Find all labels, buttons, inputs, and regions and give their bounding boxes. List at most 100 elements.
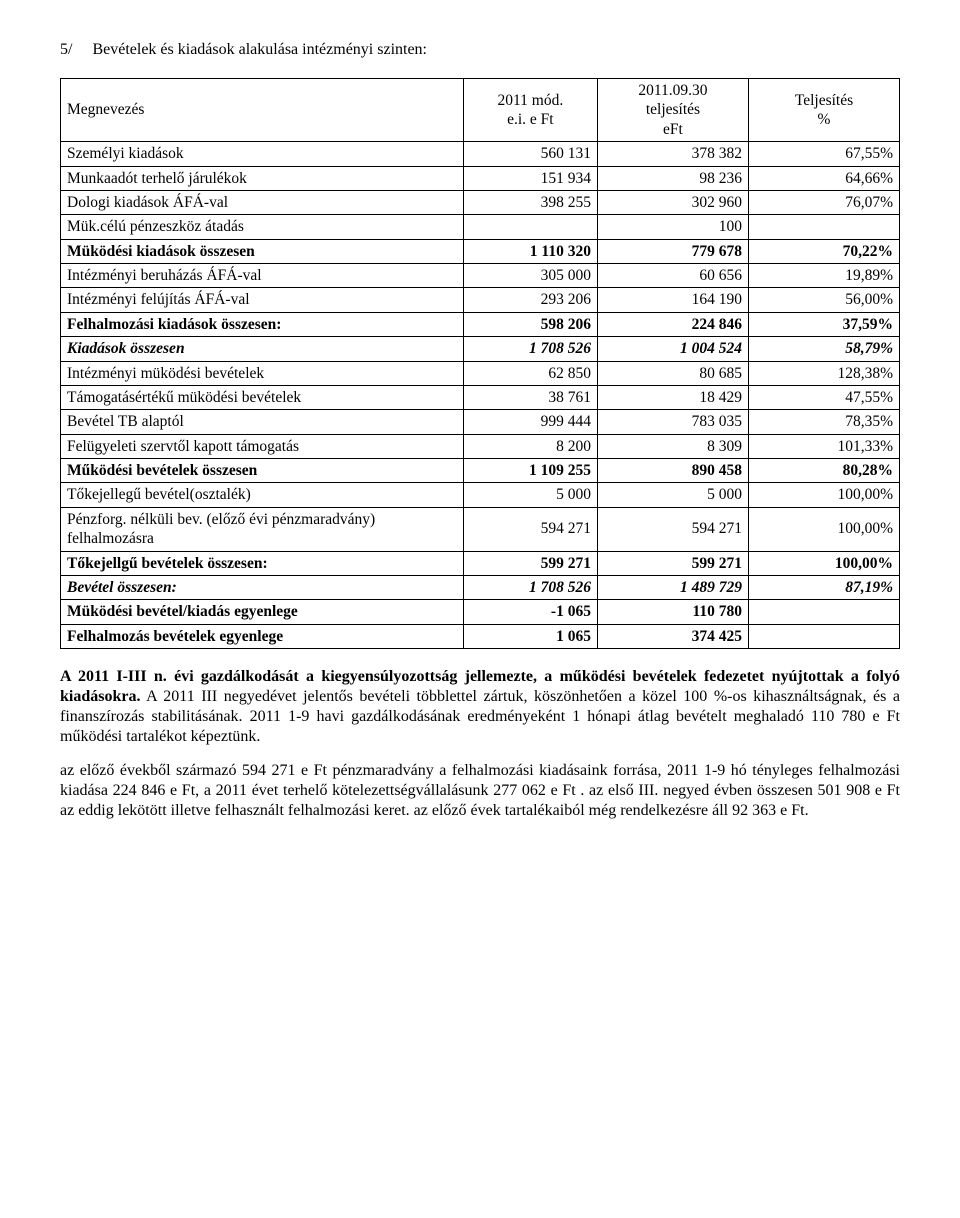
row-c3: 19,89% — [748, 264, 899, 288]
row-label: Felhalmozás bevételek egyenlege — [61, 624, 464, 648]
paragraph-2: az előző évekből származó 594 271 e Ft p… — [60, 761, 900, 821]
row-label: Felügyeleti szervtől kapott támogatás — [61, 434, 464, 458]
paragraph-1: A 2011 I-III n. évi gazdálkodását a kieg… — [60, 667, 900, 747]
row-c2: 374 425 — [597, 624, 748, 648]
row-c1: 594 271 — [463, 507, 597, 551]
row-label: Munkaadót terhelő járulékok — [61, 166, 464, 190]
row-label: Intézményi felújítás ÁFÁ-val — [61, 288, 464, 312]
row-label: Intézményi müködési bevételek — [61, 361, 464, 385]
row-c2: 779 678 — [597, 239, 748, 263]
row-c3: 78,35% — [748, 410, 899, 434]
table-row: Müködési bevétel/kiadás egyenlege-1 0651… — [61, 600, 900, 624]
row-c2: 8 309 — [597, 434, 748, 458]
header-col2: 2011.09.30 teljesítés eFt — [597, 79, 748, 142]
row-c1: 5 000 — [463, 483, 597, 507]
row-c3: 100,00% — [748, 551, 899, 575]
row-label: Bevétel összesen: — [61, 575, 464, 599]
row-c1: 1 708 526 — [463, 575, 597, 599]
table-row: Intézményi felújítás ÁFÁ-val293 206164 1… — [61, 288, 900, 312]
row-c1: 1 110 320 — [463, 239, 597, 263]
row-label: Felhalmozási kiadások összesen: — [61, 312, 464, 336]
table-row: Tőkejellgű bevételek összesen:599 271599… — [61, 551, 900, 575]
row-c3: 70,22% — [748, 239, 899, 263]
row-c2: 18 429 — [597, 385, 748, 409]
table-row: Mük.célú pénzeszköz átadás 100 — [61, 215, 900, 239]
row-c1: 599 271 — [463, 551, 597, 575]
row-c2: 890 458 — [597, 459, 748, 483]
row-c1: 598 206 — [463, 312, 597, 336]
section-title: 5/ Bevételek és kiadások alakulása intéz… — [60, 40, 900, 60]
table-row: Felhalmozási kiadások összesen:598 20622… — [61, 312, 900, 336]
row-c3 — [748, 624, 899, 648]
row-c1: 293 206 — [463, 288, 597, 312]
table-row: Tőkejellegű bevétel(osztalék)5 0005 0001… — [61, 483, 900, 507]
row-label: Mük.célú pénzeszköz átadás — [61, 215, 464, 239]
row-c1: 398 255 — [463, 190, 597, 214]
row-c2: 1 489 729 — [597, 575, 748, 599]
row-label: Bevétel TB alaptól — [61, 410, 464, 434]
row-c1: 305 000 — [463, 264, 597, 288]
table-row: Kiadások összesen1 708 5261 004 52458,79… — [61, 337, 900, 361]
row-c2: 164 190 — [597, 288, 748, 312]
row-label: Müködési kiadások összesen — [61, 239, 464, 263]
row-c3: 67,55% — [748, 142, 899, 166]
row-label: Tőkejellgű bevételek összesen: — [61, 551, 464, 575]
table-row: Intézményi müködési bevételek62 85080 68… — [61, 361, 900, 385]
row-label: Intézményi beruházás ÁFÁ-val — [61, 264, 464, 288]
row-c1: -1 065 — [463, 600, 597, 624]
row-c2: 5 000 — [597, 483, 748, 507]
row-c2: 98 236 — [597, 166, 748, 190]
table-row: Működési bevételek összesen1 109 255890 … — [61, 459, 900, 483]
table-row: Bevétel összesen:1 708 5261 489 72987,19… — [61, 575, 900, 599]
row-label: Müködési bevétel/kiadás egyenlege — [61, 600, 464, 624]
header-col1: 2011 mód. e.i. e Ft — [463, 79, 597, 142]
row-c3: 100,00% — [748, 483, 899, 507]
row-c3: 64,66% — [748, 166, 899, 190]
row-c3 — [748, 215, 899, 239]
table-row: Pénzforg. nélküli bev. (előző évi pénzma… — [61, 507, 900, 551]
row-c3: 80,28% — [748, 459, 899, 483]
row-c2: 599 271 — [597, 551, 748, 575]
row-c1: 1 065 — [463, 624, 597, 648]
row-c3: 37,59% — [748, 312, 899, 336]
table-row: Bevétel TB alaptól999 444783 03578,35% — [61, 410, 900, 434]
table-row: Támogatásértékű müködési bevételek38 761… — [61, 385, 900, 409]
table-row: Intézményi beruházás ÁFÁ-val305 00060 65… — [61, 264, 900, 288]
row-c1: 62 850 — [463, 361, 597, 385]
row-label: Támogatásértékű müködési bevételek — [61, 385, 464, 409]
financial-table: Megnevezés 2011 mód. e.i. e Ft 2011.09.3… — [60, 78, 900, 649]
paragraph-1-rest: A 2011 III negyedévet jelentős bevételi … — [60, 688, 900, 745]
row-c1: 1 109 255 — [463, 459, 597, 483]
row-c3: 58,79% — [748, 337, 899, 361]
row-c1 — [463, 215, 597, 239]
row-c2: 60 656 — [597, 264, 748, 288]
row-label: Tőkejellegű bevétel(osztalék) — [61, 483, 464, 507]
row-c2: 302 960 — [597, 190, 748, 214]
row-c3: 87,19% — [748, 575, 899, 599]
row-c1: 999 444 — [463, 410, 597, 434]
row-label: Kiadások összesen — [61, 337, 464, 361]
row-c3: 128,38% — [748, 361, 899, 385]
row-c3: 100,00% — [748, 507, 899, 551]
table-row: Személyi kiadások560 131378 38267,55% — [61, 142, 900, 166]
table-row: Müködési kiadások összesen1 110 320779 6… — [61, 239, 900, 263]
row-c3 — [748, 600, 899, 624]
row-c1: 151 934 — [463, 166, 597, 190]
table-header-row: Megnevezés 2011 mód. e.i. e Ft 2011.09.3… — [61, 79, 900, 142]
row-c2: 378 382 — [597, 142, 748, 166]
row-label: Pénzforg. nélküli bev. (előző évi pénzma… — [61, 507, 464, 551]
table-row: Dologi kiadások ÁFÁ-val398 255302 96076,… — [61, 190, 900, 214]
row-c1: 1 708 526 — [463, 337, 597, 361]
row-c2: 80 685 — [597, 361, 748, 385]
table-row: Felhalmozás bevételek egyenlege1 065374 … — [61, 624, 900, 648]
row-c2: 110 780 — [597, 600, 748, 624]
row-c3: 101,33% — [748, 434, 899, 458]
row-c3: 56,00% — [748, 288, 899, 312]
row-c1: 8 200 — [463, 434, 597, 458]
row-c2: 783 035 — [597, 410, 748, 434]
row-c3: 76,07% — [748, 190, 899, 214]
row-c2: 100 — [597, 215, 748, 239]
row-c2: 594 271 — [597, 507, 748, 551]
section-number: 5/ — [60, 41, 72, 58]
row-label: Működési bevételek összesen — [61, 459, 464, 483]
